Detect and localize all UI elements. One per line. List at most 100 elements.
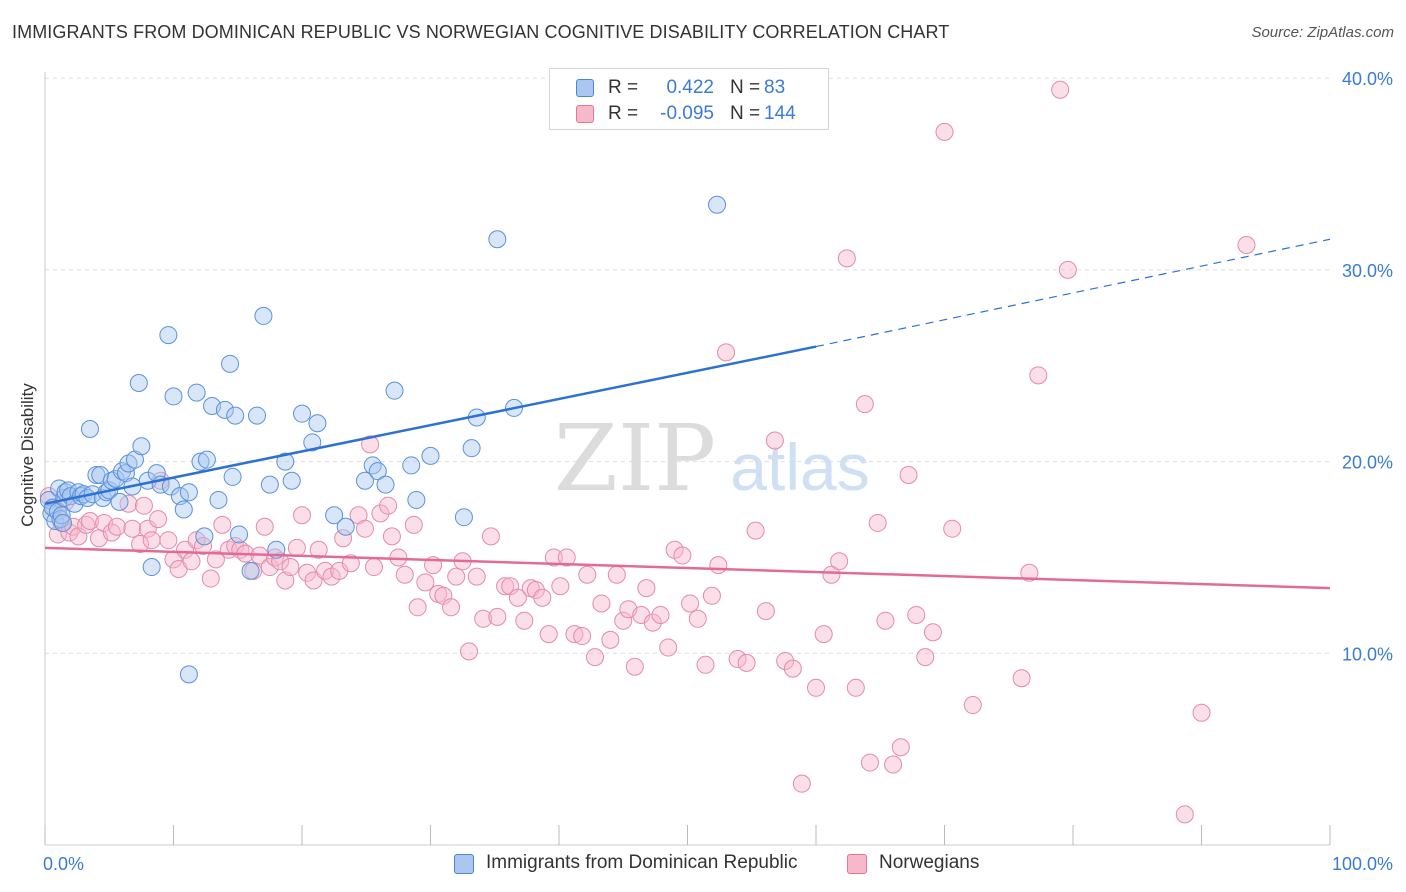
- dominican-point: [376, 475, 395, 494]
- legend-label-norwegians: Norwegians: [879, 852, 980, 873]
- norwegians-point: [201, 569, 220, 588]
- y-axis-label: Cognitive Disability: [18, 383, 37, 527]
- norwegians-point: [442, 598, 461, 617]
- dominican-point: [187, 383, 206, 402]
- norwegians-point: [855, 395, 874, 414]
- dominican-point: [325, 506, 344, 525]
- dominican-point: [132, 437, 151, 456]
- dominican-point: [221, 354, 240, 373]
- dominican-point: [230, 525, 249, 544]
- legend-swatch-dominican: [576, 79, 594, 97]
- legend-swatch-norwegians: [847, 854, 867, 874]
- norwegians-point: [1029, 366, 1048, 385]
- norwegians-point: [702, 586, 721, 605]
- norwegians-trend-line: [44, 546, 1331, 590]
- legend-row-dominican: R = 0.422 N = 83: [550, 75, 830, 101]
- norwegians-point: [681, 594, 700, 613]
- dominican-point: [195, 527, 214, 546]
- norwegians-point: [557, 548, 576, 567]
- norwegians-point: [728, 650, 747, 669]
- dominican-point: [209, 490, 228, 509]
- norwegians-point: [408, 598, 427, 617]
- dominican-trend-extension: [815, 238, 1331, 348]
- norwegians-point: [717, 343, 736, 362]
- dominican-point: [159, 326, 178, 345]
- dominican-point: [708, 195, 727, 214]
- axes: [44, 72, 1331, 846]
- norwegians-point: [923, 623, 942, 642]
- norwegians-point: [287, 538, 306, 557]
- norwegians-point: [551, 577, 570, 596]
- dominican-point: [215, 400, 234, 419]
- norwegians-point: [39, 487, 58, 506]
- norwegians-point: [544, 548, 563, 567]
- norwegians-point: [119, 494, 138, 513]
- norwegians-point: [592, 594, 611, 613]
- y-tick-label: 10.0%: [1342, 644, 1393, 664]
- dominican-point: [308, 414, 327, 433]
- norwegians-point: [822, 565, 841, 584]
- watermark-atlas: atlas: [730, 430, 869, 504]
- dominican-point: [170, 487, 189, 506]
- norwegians-point: [404, 515, 423, 534]
- dominican-point: [293, 404, 311, 423]
- norwegians-point: [334, 529, 353, 548]
- dominican-point: [454, 508, 473, 527]
- norwegians-point: [389, 548, 408, 567]
- x-tick-label: 0.0%: [43, 854, 84, 874]
- dominican-point: [385, 381, 404, 400]
- norwegians-point: [309, 540, 328, 559]
- norwegians-point: [899, 466, 918, 485]
- norwegians-point: [276, 571, 295, 590]
- norwegians-point: [943, 519, 962, 538]
- norwegians-point: [963, 696, 982, 715]
- dominican-point: [303, 433, 322, 452]
- norwegians-point: [935, 122, 954, 141]
- norwegians-point: [107, 517, 126, 536]
- dominican-point: [223, 467, 242, 486]
- norwegians-point: [293, 506, 311, 525]
- norwegians-point: [643, 613, 662, 632]
- norwegians-point: [364, 558, 383, 577]
- norwegians-point: [601, 630, 620, 649]
- norwegians-point: [361, 435, 380, 454]
- legend-r-value: -0.095: [660, 103, 714, 124]
- norwegians-point: [533, 588, 552, 607]
- norwegians-point: [526, 581, 545, 600]
- dominican-point: [179, 665, 198, 684]
- dominican-point: [260, 475, 279, 494]
- legend-r-label: R =: [608, 77, 639, 98]
- norwegians-point: [907, 605, 926, 624]
- dominican-point: [336, 517, 355, 536]
- norwegians-point: [916, 648, 935, 667]
- watermark: ZIP atlas: [554, 405, 870, 512]
- norwegians-point: [48, 525, 67, 544]
- norwegians-point: [846, 678, 865, 697]
- dominican-point: [226, 406, 245, 425]
- dominican-point: [282, 471, 301, 490]
- norwegians-point: [176, 540, 195, 559]
- norwegians-points: [39, 80, 1256, 824]
- norwegians-point: [416, 573, 435, 592]
- legend-r-label: R =: [608, 103, 639, 124]
- norwegians-point: [298, 563, 317, 582]
- norwegians-point: [756, 602, 775, 621]
- watermark-zip: ZIP: [554, 405, 716, 512]
- norwegians-point: [488, 607, 507, 626]
- norwegians-point: [467, 567, 486, 586]
- dominican-point: [52, 506, 71, 525]
- norwegians-point: [194, 536, 213, 555]
- norwegians-point: [659, 638, 678, 657]
- norwegians-point: [837, 249, 856, 268]
- norwegians-point: [876, 611, 895, 630]
- norwegians-point: [460, 642, 479, 661]
- norwegians-point: [355, 519, 374, 538]
- tick-labels: 10.0% 20.0% 30.0% 40.0% 0.0% 100.0%: [43, 69, 1393, 874]
- norwegians-point: [80, 512, 99, 531]
- norwegians-point: [496, 577, 515, 596]
- dominican-trend-line: [44, 345, 817, 505]
- norwegians-point: [271, 552, 290, 571]
- dominican-point: [421, 446, 440, 465]
- norwegians-point: [1192, 703, 1211, 722]
